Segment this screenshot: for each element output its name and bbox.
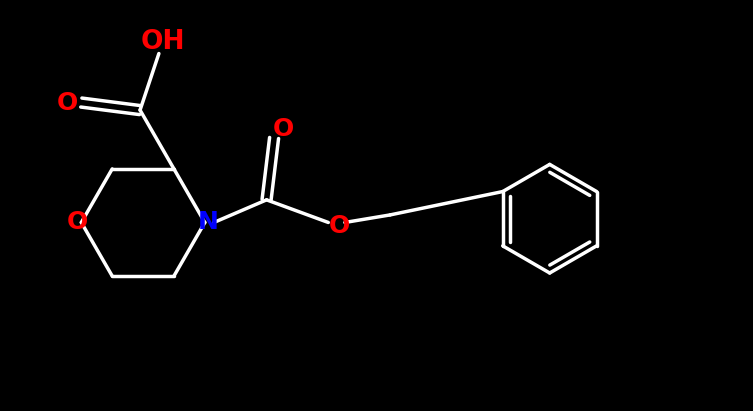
Text: O: O: [57, 90, 78, 115]
Text: N: N: [198, 210, 219, 234]
Text: O: O: [273, 117, 294, 141]
Text: OH: OH: [140, 29, 185, 55]
Text: O: O: [329, 214, 350, 238]
Text: O: O: [67, 210, 88, 234]
